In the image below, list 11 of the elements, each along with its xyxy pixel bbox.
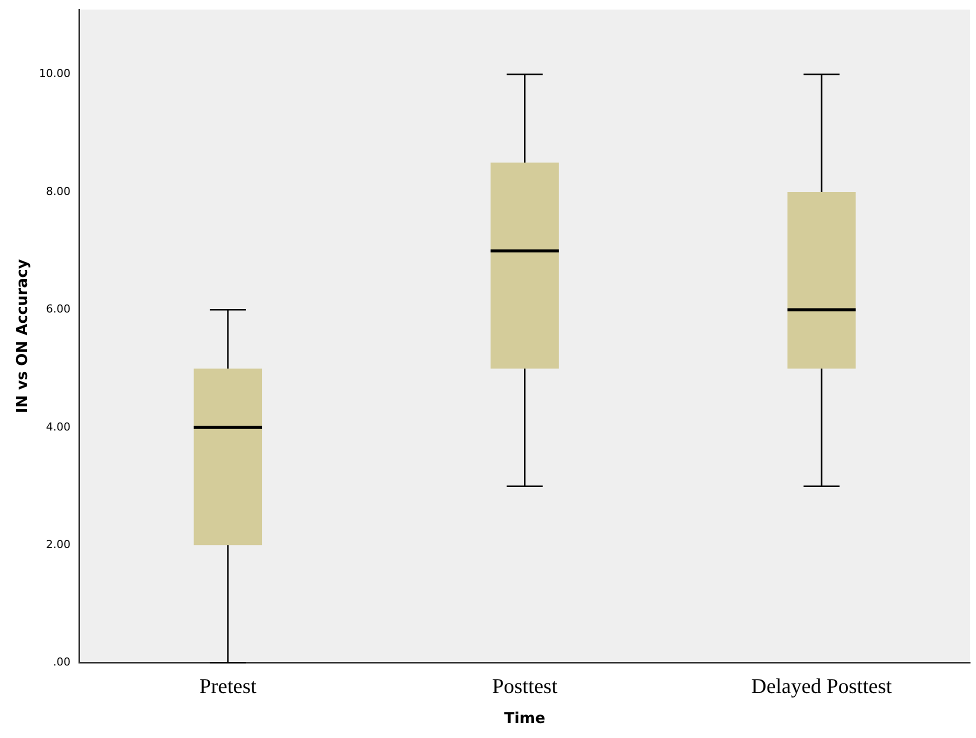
y-tick-label: 8.00 — [46, 184, 70, 198]
y-tick-label: 4.00 — [46, 420, 70, 434]
x-axis-title: Time — [504, 708, 546, 727]
x-tick-label: Delayed Posttest — [751, 674, 892, 698]
x-tick-label: Pretest — [199, 674, 257, 698]
y-tick-label: 10.00 — [38, 67, 70, 80]
y-tick-label: 2.00 — [46, 538, 70, 551]
y-tick-label: 6.00 — [46, 302, 70, 316]
y-tick-label: .00 — [52, 656, 70, 669]
x-tick-label: Posttest — [492, 674, 558, 698]
y-axis-title: IN vs ON Accuracy — [12, 258, 31, 414]
